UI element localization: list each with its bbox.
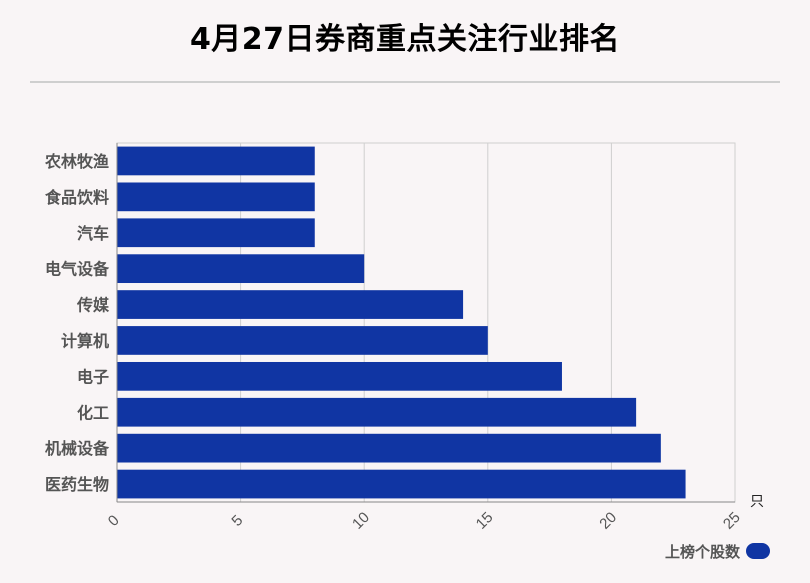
x-tick-label: 10	[349, 509, 373, 533]
x-unit-label: 只	[750, 494, 764, 510]
category-label: 电子	[77, 367, 109, 386]
category-label: 化工	[77, 403, 109, 422]
x-tick-label: 0	[105, 512, 123, 530]
x-tick-label: 20	[596, 509, 620, 533]
x-tick-label: 15	[473, 509, 497, 533]
category-label: 电气设备	[45, 260, 110, 279]
category-label: 机械设备	[45, 439, 110, 458]
bar	[117, 218, 315, 248]
x-tick-label: 5	[228, 512, 246, 530]
category-label: 传媒	[76, 296, 110, 315]
bar	[117, 254, 365, 284]
category-label: 食品饮料	[44, 188, 109, 207]
bar	[117, 326, 488, 355]
bar	[117, 433, 661, 463]
legend-swatch	[746, 543, 770, 559]
chart-title: 4月27日券商重点关注行业排名	[189, 22, 621, 57]
bar	[117, 361, 562, 391]
category-label: 农林牧渔	[44, 152, 109, 171]
bar	[117, 469, 686, 499]
category-label: 汽车	[77, 224, 109, 243]
title-divider	[30, 81, 780, 83]
bar	[117, 146, 315, 176]
bar	[117, 397, 637, 427]
legend[interactable]: 上榜个股数	[665, 540, 770, 562]
category-label: 医药生物	[45, 475, 109, 494]
bar	[117, 182, 315, 212]
category-label: 计算机	[61, 331, 109, 350]
x-tick-label: 25	[720, 509, 744, 533]
bar	[117, 290, 464, 319]
legend-label: 上榜个股数	[664, 542, 740, 561]
